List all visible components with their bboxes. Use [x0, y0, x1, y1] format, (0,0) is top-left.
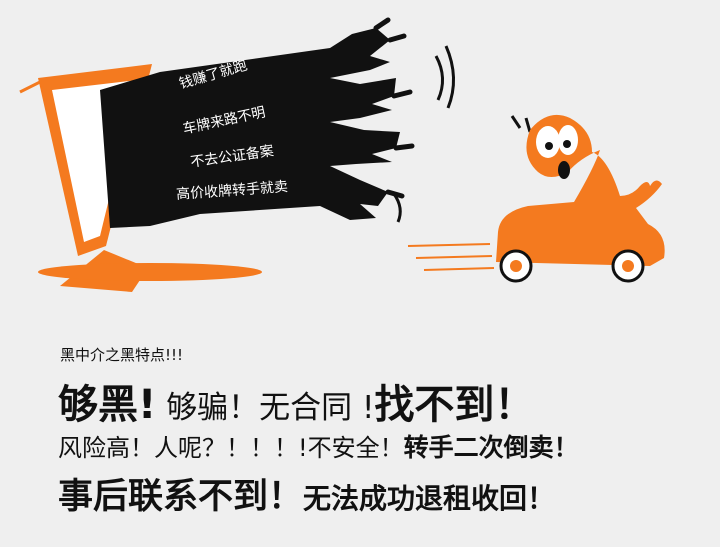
line3-part2: 无法成功退租收回！ — [303, 482, 556, 515]
caption-subtitle: 黑中介之黑特点!!! — [60, 346, 184, 364]
motion-lines — [392, 45, 550, 223]
caption-line-1: 够黑! 够骗！无合同 !找不到！ — [58, 372, 534, 430]
line1-part2: 够骗！无合同 ! — [156, 390, 375, 426]
caption-line-3: 事后联系不到！无法成功退租收回！ — [58, 468, 555, 519]
fleeing-car-icon — [407, 114, 665, 283]
line1-part3: 找不到！ — [374, 382, 535, 428]
caption-line-2: 风险高！人呢？！！！!不安全！转手二次倒卖！ — [58, 428, 579, 464]
line3-part1: 事后联系不到！ — [58, 477, 304, 517]
line2-part1: 风险高！人呢？！！！!不安全！ — [58, 434, 404, 462]
line1-part1: 够黑! — [58, 382, 157, 428]
grabbing-hands-icon — [100, 17, 415, 228]
line2-part2: 转手二次倒卖！ — [403, 433, 579, 462]
illustration — [19, 17, 665, 292]
